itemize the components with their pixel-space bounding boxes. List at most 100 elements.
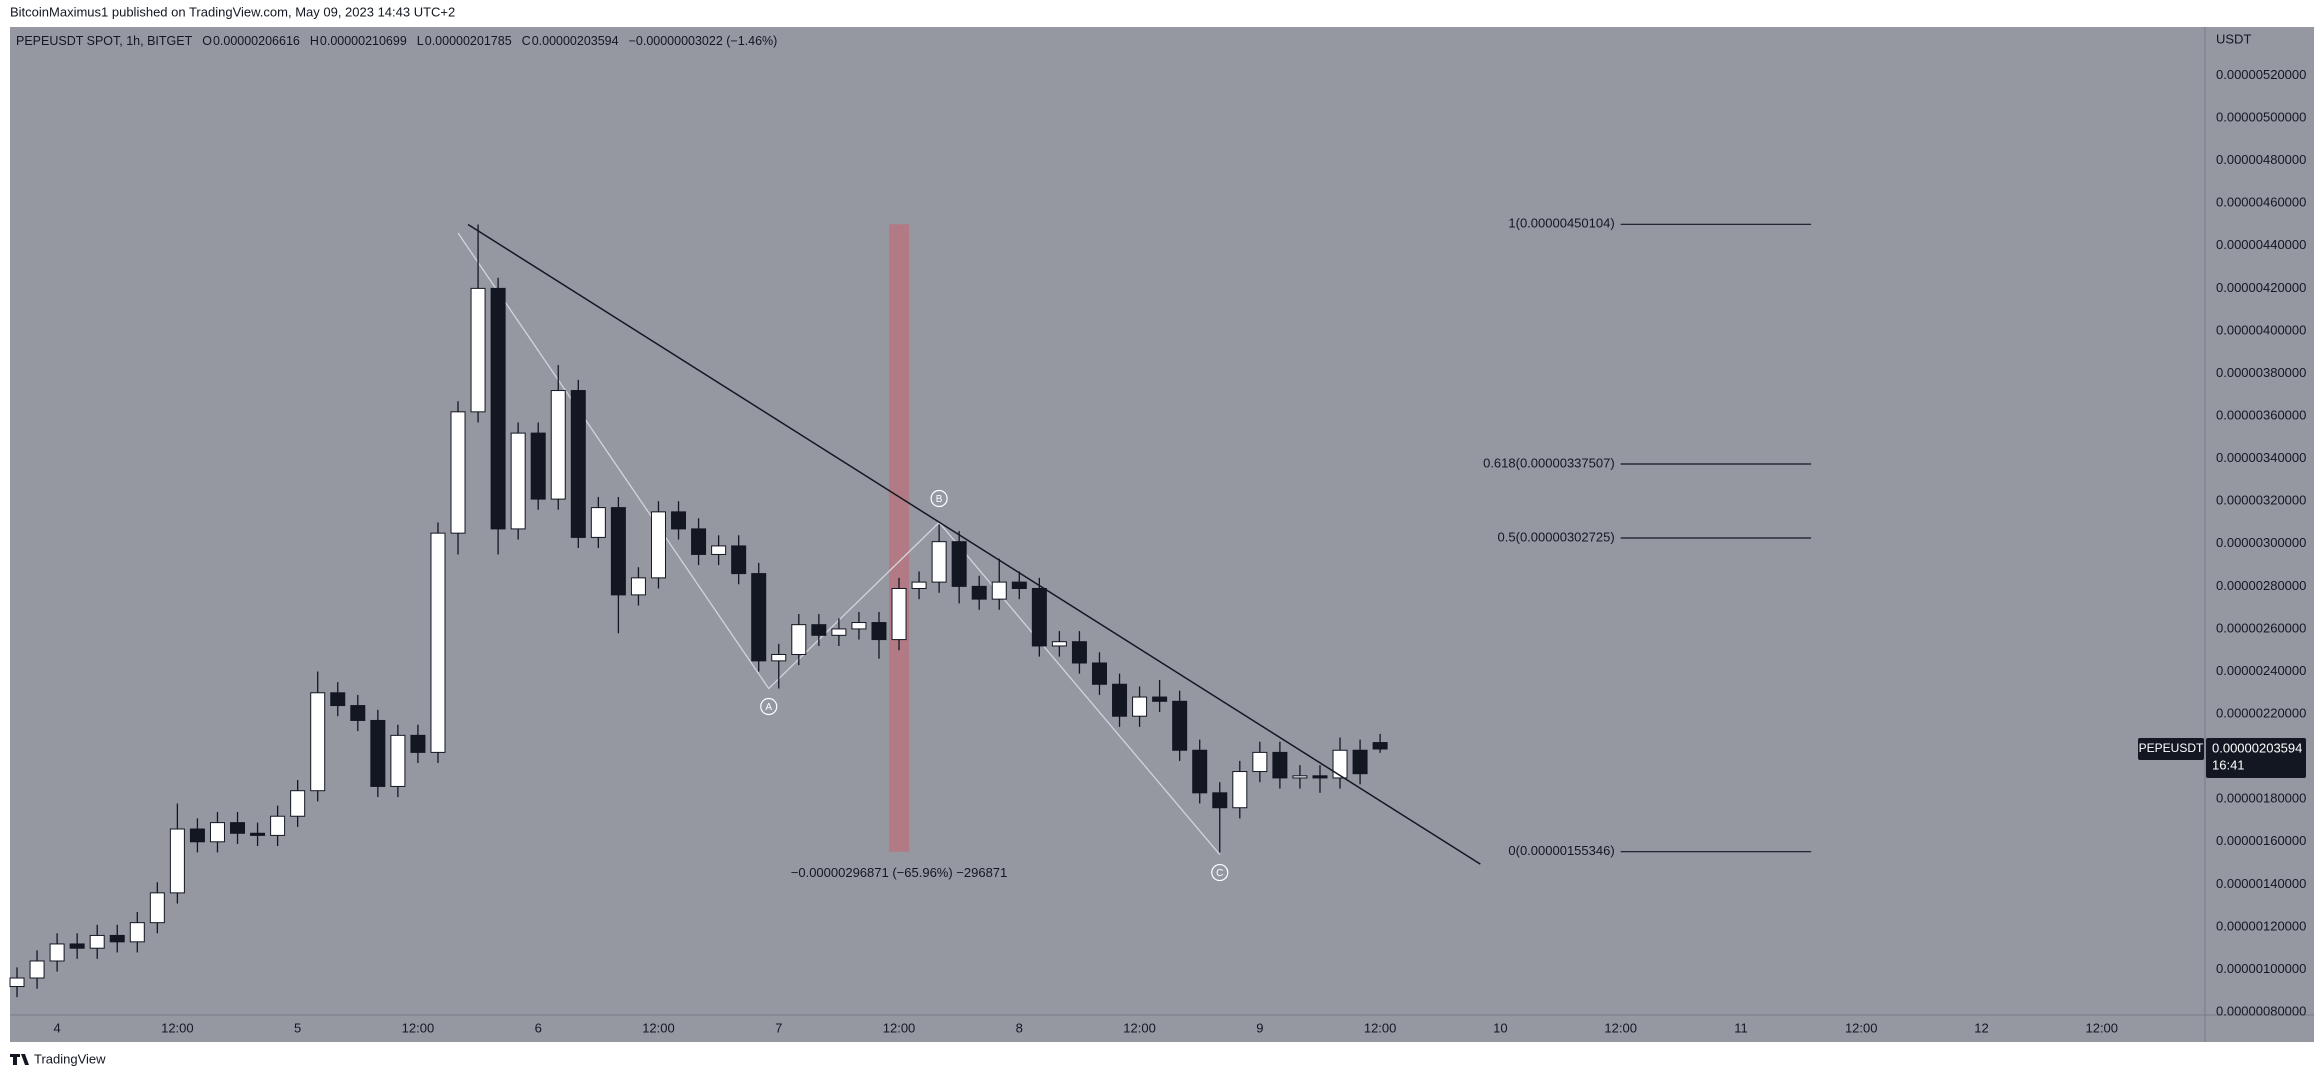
candle-body	[270, 815, 286, 836]
candle-body	[149, 892, 165, 924]
wave-line	[457, 232, 1221, 855]
chart-background	[10, 27, 2314, 1042]
y-tick-label: 0.00000360000	[2216, 408, 2306, 423]
candle-body	[570, 390, 586, 538]
symbol: PEPEUSDT SPOT, 1h, BITGET	[16, 34, 193, 48]
y-tick-label: 0.00000240000	[2216, 663, 2306, 678]
candle-body	[290, 790, 306, 817]
candle-body	[9, 977, 25, 988]
x-tick-label: 12:00	[1123, 1020, 1156, 1035]
candle-body	[691, 528, 707, 555]
ohlc-value: 0.00000203594	[531, 34, 619, 48]
candle-body	[751, 573, 767, 662]
x-tick-label: 12:00	[1845, 1020, 1878, 1035]
y-tick-label: 0.00000160000	[2216, 833, 2306, 848]
y-tick-label: 0.00000460000	[2216, 195, 2306, 210]
candle-body	[129, 922, 145, 943]
change: −0.00000003022 (−1.46%)	[628, 34, 778, 48]
candle-body	[189, 828, 205, 843]
candle-body	[209, 822, 225, 843]
y-tick-label: 0.00000300000	[2216, 535, 2306, 550]
fib-label: 1(0.00000450104)	[1508, 216, 1614, 231]
y-tick-label: 0.00000100000	[2216, 961, 2306, 976]
y-tick-label: 0.00000380000	[2216, 365, 2306, 380]
candle-body	[450, 411, 466, 534]
y-tick-label: 0.00000320000	[2216, 493, 2306, 508]
candle-body	[29, 960, 45, 979]
candle-body	[1352, 749, 1368, 775]
candle-body	[1312, 775, 1328, 779]
candle-body	[1232, 771, 1248, 809]
candle-body	[350, 705, 366, 721]
trend-line	[467, 223, 1481, 865]
currency: USDT	[2216, 31, 2251, 46]
candle-body	[811, 624, 827, 636]
candle-body	[510, 432, 526, 530]
y-tick-label: 0.00000520000	[2216, 67, 2306, 82]
y-tick-label: 0.00000440000	[2216, 237, 2306, 252]
candle-body	[1252, 751, 1268, 773]
x-tick-label: 12:00	[1364, 1020, 1397, 1035]
y-tick-label: 0.00000260000	[2216, 620, 2306, 635]
candle-body	[1112, 683, 1128, 717]
y-tick-label: 0.00000420000	[2216, 280, 2306, 295]
candle-body	[731, 545, 747, 575]
x-tick-label: 12:00	[2085, 1020, 2118, 1035]
x-tick-label: 12:00	[1604, 1020, 1637, 1035]
legend-header: PEPEUSDT SPOT, 1h, BITGET O0.00000206616…	[16, 34, 777, 48]
wave-label: B	[936, 494, 943, 505]
x-tick-label: 10	[1493, 1020, 1507, 1035]
ohlc-item: C0.00000203594	[522, 34, 619, 48]
candle-body	[1272, 751, 1288, 779]
candle-body	[169, 828, 185, 894]
symbol-tag-box	[2138, 737, 2204, 760]
candle-body	[1212, 792, 1228, 809]
y-tick-label: 0.00000280000	[2216, 578, 2306, 593]
x-tick-label: 12	[1974, 1020, 1988, 1035]
wave-label: C	[1216, 868, 1223, 879]
candle-body	[851, 622, 867, 630]
candle-body	[791, 624, 807, 655]
x-tick-label: 6	[535, 1020, 542, 1035]
fib-label: 0.618(0.00000337507)	[1483, 455, 1615, 470]
y-tick-label: 0.00000500000	[2216, 110, 2306, 125]
wave-label-circle	[760, 697, 778, 716]
candle-body	[991, 581, 1007, 600]
candle-body	[69, 943, 85, 949]
range-label: −0.00000296871 (−65.96%) −296871	[791, 865, 1008, 880]
candle-body	[550, 390, 566, 500]
range-box	[889, 224, 910, 852]
x-tick-label: 9	[1256, 1020, 1263, 1035]
candle-body	[230, 822, 246, 834]
candle-body	[911, 581, 927, 589]
candle-body	[250, 832, 266, 836]
y-tick-label: 0.00000220000	[2216, 706, 2306, 721]
candle-body	[1091, 662, 1107, 685]
x-tick-label: 12:00	[402, 1020, 435, 1035]
ohlc-value: 0.00000206616	[212, 34, 300, 48]
candle-body	[490, 287, 506, 530]
x-tick-label: 12:00	[642, 1020, 675, 1035]
ohlc-item: L0.00000201785	[417, 34, 512, 48]
candle-body	[650, 511, 666, 579]
candle-body	[390, 734, 406, 787]
y-tick-label: 0.00000080000	[2216, 1004, 2306, 1019]
candle-body	[330, 692, 346, 707]
ohlc-value: 0.00000210699	[319, 34, 407, 48]
candle-body	[310, 692, 326, 792]
candle-body	[590, 507, 606, 538]
candle-body	[971, 585, 987, 600]
candle-body	[49, 943, 65, 962]
candle-body	[1172, 700, 1188, 751]
logo	[10, 1054, 29, 1065]
x-tick-label: 8	[1016, 1020, 1023, 1035]
wave-label-circle	[930, 489, 948, 508]
y-tick-label: 0.00000340000	[2216, 450, 2306, 465]
ohlc-key: C	[521, 34, 531, 48]
candle-body	[931, 541, 947, 583]
candle-body	[89, 934, 105, 949]
candle-body	[891, 587, 907, 641]
y-tick-label: 0.00000140000	[2216, 876, 2306, 891]
